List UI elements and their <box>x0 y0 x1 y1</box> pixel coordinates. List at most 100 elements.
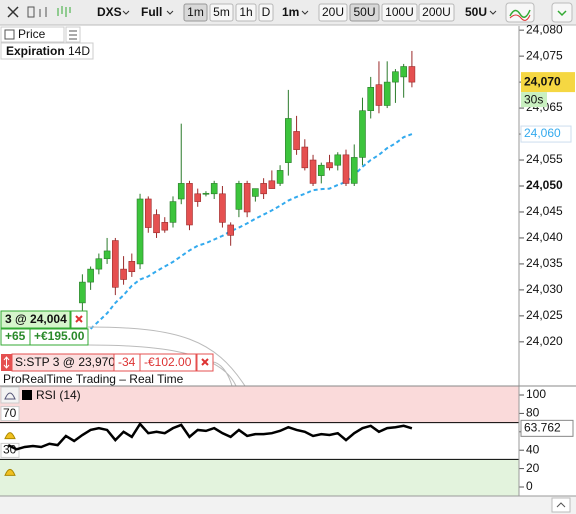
alert-bell <box>4 432 16 440</box>
y-tick-label: 24,045 <box>526 204 563 218</box>
upper-zone <box>0 386 519 423</box>
rsi-title[interactable]: RSI (14) <box>36 388 81 402</box>
y-tick-label: 24,055 <box>526 152 563 166</box>
candle-body <box>301 146 309 169</box>
y-tick-label: 80 <box>526 406 540 420</box>
candle-body <box>400 66 407 78</box>
stop-pnl: -€102.00 <box>144 355 192 369</box>
dropdown-arrow <box>489 10 497 15</box>
timeframe-button[interactable] <box>235 3 257 22</box>
candle-body <box>375 84 383 106</box>
pnl-box <box>29 328 89 346</box>
candle-body <box>260 183 267 195</box>
toolbar <box>0 0 576 25</box>
y-tick-label: 24,030 <box>526 282 563 296</box>
order-link-curve <box>87 326 246 387</box>
period[interactable]: 1m <box>282 5 299 19</box>
unit-button[interactable] <box>349 3 380 22</box>
candle-body <box>219 193 226 223</box>
price-icon <box>4 29 15 40</box>
candle-body <box>227 224 234 236</box>
candle-body <box>177 183 185 200</box>
unit-button[interactable] <box>381 3 418 22</box>
candle-body <box>194 193 202 202</box>
rsi-line <box>7 421 413 451</box>
timeframe-button[interactable] <box>258 3 274 22</box>
unit-button[interactable] <box>318 3 348 22</box>
level-label: 30 <box>3 443 17 457</box>
y-tick-label: 24,020 <box>526 334 563 348</box>
rsi-value-label: 63.762 <box>524 421 561 435</box>
timeframe[interactable]: 1h <box>239 5 252 19</box>
level-label: 70 <box>3 406 17 420</box>
alert-icon[interactable] <box>0 386 20 404</box>
x-axis-bar <box>0 496 576 514</box>
y-tick-label: 24,050 <box>526 178 563 192</box>
y-tick-label: 24,040 <box>526 230 563 244</box>
candle-body <box>103 250 111 260</box>
position-box[interactable] <box>0 310 71 329</box>
expiration-value: 14D <box>68 44 90 58</box>
candle-body <box>317 164 325 176</box>
unit-selected[interactable]: 50U <box>465 5 487 19</box>
candle-body <box>276 170 284 184</box>
unit[interactable]: 200U <box>422 5 451 19</box>
timeframe-button[interactable] <box>183 3 208 22</box>
cancel-x <box>201 358 209 366</box>
unit[interactable]: 100U <box>385 5 414 19</box>
timeframe[interactable]: 5m <box>213 5 230 19</box>
candle-body <box>136 198 144 265</box>
dropdown-arrow <box>122 10 130 15</box>
y-tick-label: 0 <box>526 479 533 493</box>
close-icon[interactable] <box>7 6 19 18</box>
expiration-box <box>0 42 94 60</box>
candle-body <box>392 71 399 83</box>
unit[interactable]: 50U <box>353 5 375 19</box>
dropdown-arrow <box>166 10 174 15</box>
candle-body <box>342 154 350 184</box>
symbol[interactable]: DXS <box>97 5 122 19</box>
candle-body <box>161 222 169 231</box>
y-tick-label: 40 <box>526 442 540 456</box>
rsi-value-box <box>520 419 574 437</box>
candle-body <box>359 110 366 158</box>
countdown: 30s <box>524 92 543 106</box>
rsi-color-swatch <box>22 390 32 400</box>
lower-zone <box>0 459 519 496</box>
dropdown-arrow <box>301 10 309 15</box>
candle-body <box>210 183 218 195</box>
y-tick-label: 20 <box>526 461 540 475</box>
drawing-icons[interactable] <box>27 6 71 18</box>
y-tick-label: 24,025 <box>526 308 563 322</box>
timeframe[interactable]: 1m <box>187 5 204 19</box>
indicator-icon[interactable] <box>505 2 535 23</box>
stop-label[interactable]: S:STP 3 @ 23,970 <box>15 355 115 369</box>
bell <box>4 392 16 400</box>
stop-pnl-box <box>139 353 197 372</box>
position-points: +65 <box>5 329 26 343</box>
candle-body <box>309 159 317 184</box>
price-label-box[interactable] <box>0 26 65 43</box>
candle-body <box>169 201 177 223</box>
unit[interactable]: 20U <box>322 5 344 19</box>
menu-icon[interactable] <box>551 2 573 23</box>
position-label[interactable]: 3 @ 24,004 <box>5 312 67 326</box>
candle-body <box>144 198 152 228</box>
candle-body <box>293 131 300 150</box>
alert-bell <box>4 468 16 476</box>
price-marker-label: 24,070 <box>524 74 561 88</box>
candle-body <box>95 258 103 270</box>
price-label[interactable]: Price <box>18 27 46 41</box>
ma-marker-box <box>520 125 572 143</box>
position-pnl: +€195.00 <box>34 329 85 343</box>
settings-lines <box>69 30 77 40</box>
view-mode[interactable]: Full <box>141 5 162 19</box>
platform-label: ProRealTime Trading – Real Time <box>3 372 184 386</box>
timeframe-button[interactable] <box>209 3 234 22</box>
candle-body <box>202 192 210 195</box>
candle-body <box>334 154 342 166</box>
scroll-button[interactable] <box>551 497 571 513</box>
unit-button[interactable] <box>418 3 455 22</box>
timeframe[interactable]: D <box>262 5 271 19</box>
